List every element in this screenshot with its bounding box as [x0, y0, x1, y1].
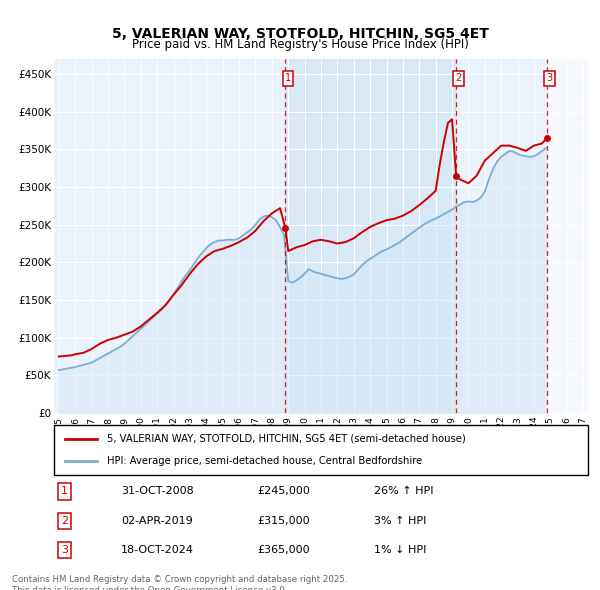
- Text: £315,000: £315,000: [257, 516, 310, 526]
- Text: Contains HM Land Registry data © Crown copyright and database right 2025.
This d: Contains HM Land Registry data © Crown c…: [12, 575, 347, 590]
- Bar: [547, 59, 588, 413]
- Text: 31-OCT-2008: 31-OCT-2008: [121, 486, 193, 496]
- Text: 2: 2: [455, 74, 462, 83]
- Text: 26% ↑ HPI: 26% ↑ HPI: [374, 486, 434, 496]
- Text: 1: 1: [285, 74, 291, 83]
- Text: 3: 3: [61, 545, 68, 555]
- Text: 2: 2: [61, 516, 68, 526]
- Text: Price paid vs. HM Land Registry's House Price Index (HPI): Price paid vs. HM Land Registry's House …: [131, 38, 469, 51]
- Text: 5, VALERIAN WAY, STOTFOLD, HITCHIN, SG5 4ET (semi-detached house): 5, VALERIAN WAY, STOTFOLD, HITCHIN, SG5 …: [107, 434, 466, 444]
- Text: £365,000: £365,000: [257, 545, 310, 555]
- Text: £245,000: £245,000: [257, 486, 310, 496]
- Text: 3: 3: [547, 74, 553, 83]
- Text: 18-OCT-2024: 18-OCT-2024: [121, 545, 194, 555]
- Text: 1: 1: [61, 486, 68, 496]
- Text: 3% ↑ HPI: 3% ↑ HPI: [374, 516, 427, 526]
- Text: 1% ↓ HPI: 1% ↓ HPI: [374, 545, 427, 555]
- Bar: [286, 59, 456, 413]
- Text: 02-APR-2019: 02-APR-2019: [121, 516, 193, 526]
- Text: 5, VALERIAN WAY, STOTFOLD, HITCHIN, SG5 4ET: 5, VALERIAN WAY, STOTFOLD, HITCHIN, SG5 …: [112, 27, 488, 41]
- FancyBboxPatch shape: [54, 425, 588, 475]
- Text: HPI: Average price, semi-detached house, Central Bedfordshire: HPI: Average price, semi-detached house,…: [107, 456, 422, 466]
